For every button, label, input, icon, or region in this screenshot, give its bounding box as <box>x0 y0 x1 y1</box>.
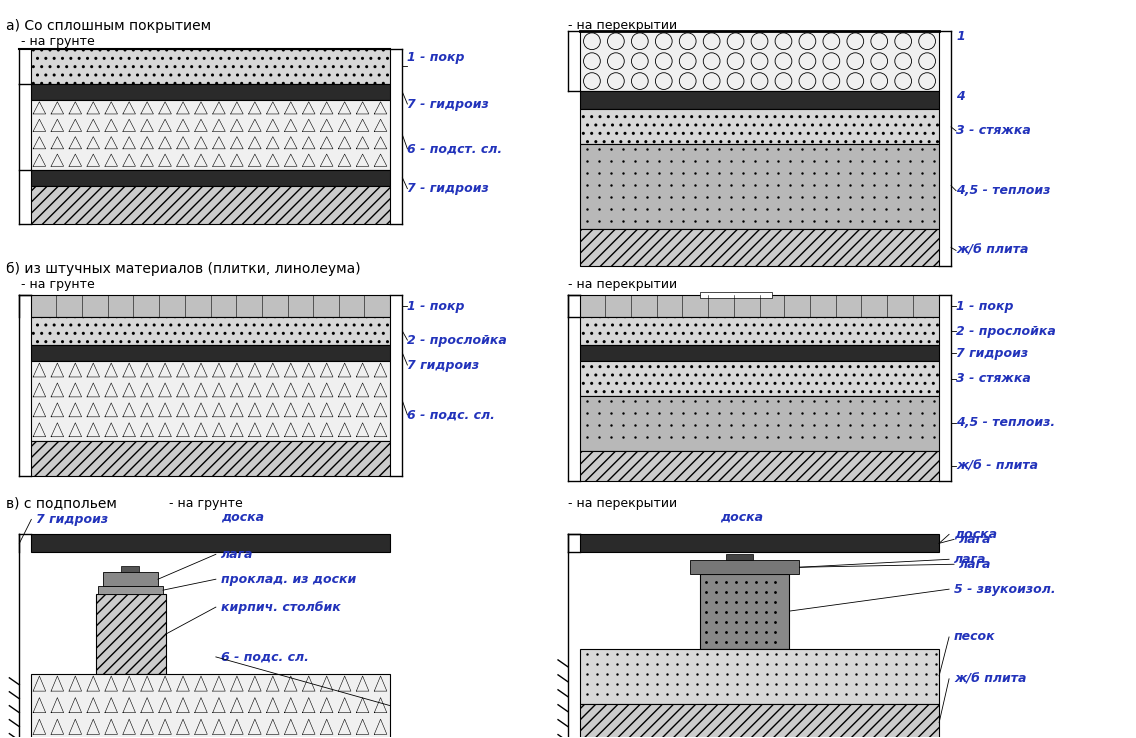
Text: проклад. из доски: проклад. из доски <box>220 573 356 586</box>
Bar <box>32 170 391 186</box>
Text: песок: песок <box>954 630 995 644</box>
Text: лага: лага <box>959 533 992 546</box>
Text: 4: 4 <box>957 89 964 103</box>
Bar <box>103 572 158 586</box>
Bar <box>726 554 752 560</box>
Bar <box>580 649 939 704</box>
Text: 1 - покр: 1 - покр <box>408 51 465 63</box>
Text: 4,5 - теплоиз: 4,5 - теплоиз <box>957 184 1051 197</box>
Bar <box>32 295 391 317</box>
Text: - на грунте: - на грунте <box>22 278 95 292</box>
Bar <box>32 100 391 170</box>
Text: 1: 1 <box>957 30 964 43</box>
Bar <box>32 441 391 475</box>
Text: 6 - подс. сл.: 6 - подс. сл. <box>408 408 495 421</box>
Text: ж/б - плита: ж/б - плита <box>957 459 1038 472</box>
Text: 6 - подст. сл.: 6 - подст. сл. <box>408 142 502 155</box>
Bar <box>580 361 939 396</box>
Bar <box>32 84 391 100</box>
Text: 2 - прослойка: 2 - прослойка <box>957 325 1055 338</box>
Text: 4,5 - теплоиз.: 4,5 - теплоиз. <box>957 416 1055 430</box>
Bar <box>32 49 391 84</box>
Bar <box>580 317 939 345</box>
Text: - на перекрытии: - на перекрытии <box>568 497 677 509</box>
Text: - на грунте: - на грунте <box>22 35 95 48</box>
Text: 5 - звукоизол.: 5 - звукоизол. <box>954 583 1055 596</box>
Bar <box>580 704 939 738</box>
Text: 7 - гидроиз: 7 - гидроиз <box>408 182 490 195</box>
Bar <box>580 229 939 266</box>
Bar <box>580 396 939 451</box>
Bar <box>32 361 391 441</box>
Text: б) из штучных материалов (плитки, линолеума): б) из штучных материалов (плитки, линоле… <box>7 263 361 277</box>
Text: лага: лага <box>954 553 986 566</box>
Text: - на перекрытии: - на перекрытии <box>568 278 677 292</box>
Bar <box>32 186 391 224</box>
Bar <box>580 109 939 144</box>
Bar <box>700 574 790 649</box>
Bar <box>580 91 939 109</box>
Text: 7 гидроиз: 7 гидроиз <box>408 359 479 371</box>
Bar <box>32 345 391 361</box>
Text: ж/б плита: ж/б плита <box>957 244 1028 257</box>
Text: лага: лага <box>959 558 992 570</box>
Text: 7 гидроиз: 7 гидроиз <box>957 347 1028 359</box>
Text: 6 - подс. сл.: 6 - подс. сл. <box>220 650 309 663</box>
Bar <box>700 292 771 298</box>
Text: 3 - стяжка: 3 - стяжка <box>957 373 1030 385</box>
Text: 1 - покр: 1 - покр <box>408 300 465 313</box>
Bar <box>122 566 139 572</box>
Bar <box>32 674 391 738</box>
Bar <box>580 451 939 480</box>
Text: в) с подпольем: в) с подпольем <box>7 497 117 511</box>
Text: - на грунте: - на грунте <box>169 497 243 509</box>
Bar <box>580 31 939 91</box>
Text: доска: доска <box>954 528 997 541</box>
Text: 3 - стяжка: 3 - стяжка <box>957 125 1030 137</box>
Text: доска: доска <box>220 511 264 524</box>
Bar <box>98 586 162 594</box>
Bar <box>97 594 166 674</box>
Bar <box>580 534 939 552</box>
Bar <box>32 534 391 552</box>
Text: 1 - покр: 1 - покр <box>957 300 1013 313</box>
Text: 7 гидроиз: 7 гидроиз <box>36 513 108 526</box>
Bar <box>580 144 939 229</box>
Text: 7 - гидроиз: 7 - гидроиз <box>408 97 490 111</box>
Bar <box>32 317 391 345</box>
Bar <box>580 345 939 361</box>
Text: лага: лага <box>220 548 253 561</box>
Text: - на перекрытии: - на перекрытии <box>568 19 677 32</box>
Text: ж/б плита: ж/б плита <box>954 672 1027 686</box>
Bar <box>580 295 939 317</box>
Text: доска: доска <box>719 511 762 524</box>
Text: кирпич. столбик: кирпич. столбик <box>220 601 341 613</box>
Text: а) Со сплошным покрытием: а) Со сплошным покрытием <box>7 19 211 33</box>
Text: 2 - прослойка: 2 - прослойка <box>408 334 507 347</box>
Bar <box>690 560 800 574</box>
